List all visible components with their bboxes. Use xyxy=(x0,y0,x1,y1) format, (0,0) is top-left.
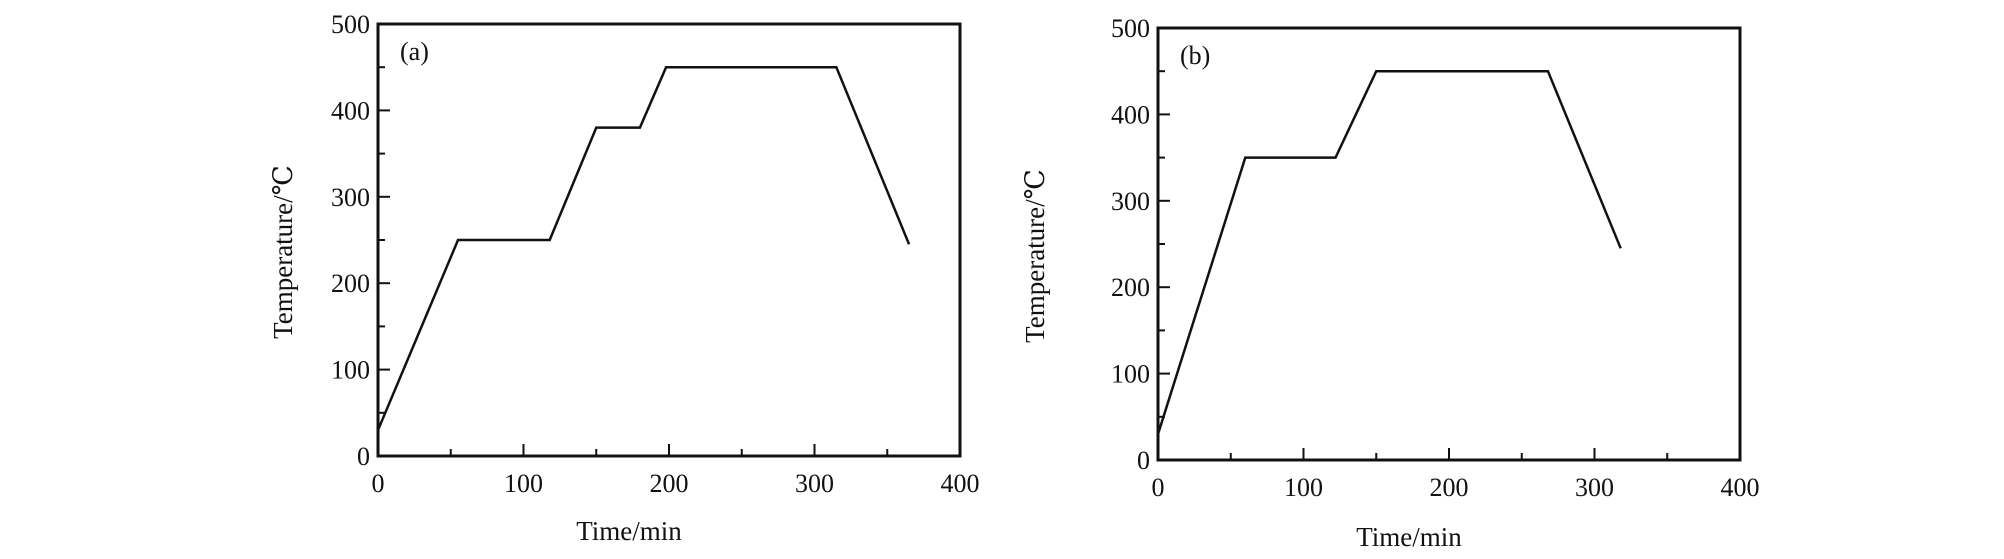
panel-label: (a) xyxy=(400,37,429,66)
y-tick-label: 200 xyxy=(331,269,370,298)
x-tick-label: 100 xyxy=(504,469,543,498)
y-tick-label: 400 xyxy=(1111,100,1150,129)
y-tick-label: 100 xyxy=(1111,360,1150,389)
x-axis-title: Time/min xyxy=(1356,522,1462,552)
y-tick-label: 100 xyxy=(331,356,370,385)
chart-panel-a: 0 100 200 300 400 0 100 200 300 400 500 (a) Time/min… xyxy=(268,10,980,546)
x-tick-label: 400 xyxy=(941,469,980,498)
y-tick-label: 500 xyxy=(1111,14,1150,43)
x-tick-label: 0 xyxy=(1152,473,1165,502)
y-axis-title: Temperature/℃ xyxy=(1020,169,1050,343)
panel-label: (b) xyxy=(1180,41,1210,70)
x-tick-label: 200 xyxy=(650,469,689,498)
y-tick-label: 0 xyxy=(357,442,370,471)
x-tick-label: 300 xyxy=(1575,473,1614,502)
x-tick-label: 300 xyxy=(795,469,834,498)
y-tick-label: 200 xyxy=(1111,273,1150,302)
y-tick-label: 0 xyxy=(1137,446,1150,475)
x-tick-label: 200 xyxy=(1430,473,1469,502)
x-tick-label: 100 xyxy=(1284,473,1323,502)
x-axis-title: Time/min xyxy=(576,516,682,546)
y-tick-label: 300 xyxy=(331,183,370,212)
x-tick-label: 400 xyxy=(1721,473,1760,502)
y-axis-title: Temperature/℃ xyxy=(268,165,298,339)
x-tick-label: 0 xyxy=(372,469,385,498)
y-tick-label: 500 xyxy=(331,10,370,39)
series-line xyxy=(376,65,911,431)
chart-panel-b: 0 100 200 300 400 0 100 200 300 400 500 (b) Time/min… xyxy=(1020,14,1760,552)
y-tick-label: 400 xyxy=(331,96,370,125)
plot-frame xyxy=(1156,26,1742,462)
y-tick-label: 300 xyxy=(1111,187,1150,216)
series-line xyxy=(1156,69,1622,435)
